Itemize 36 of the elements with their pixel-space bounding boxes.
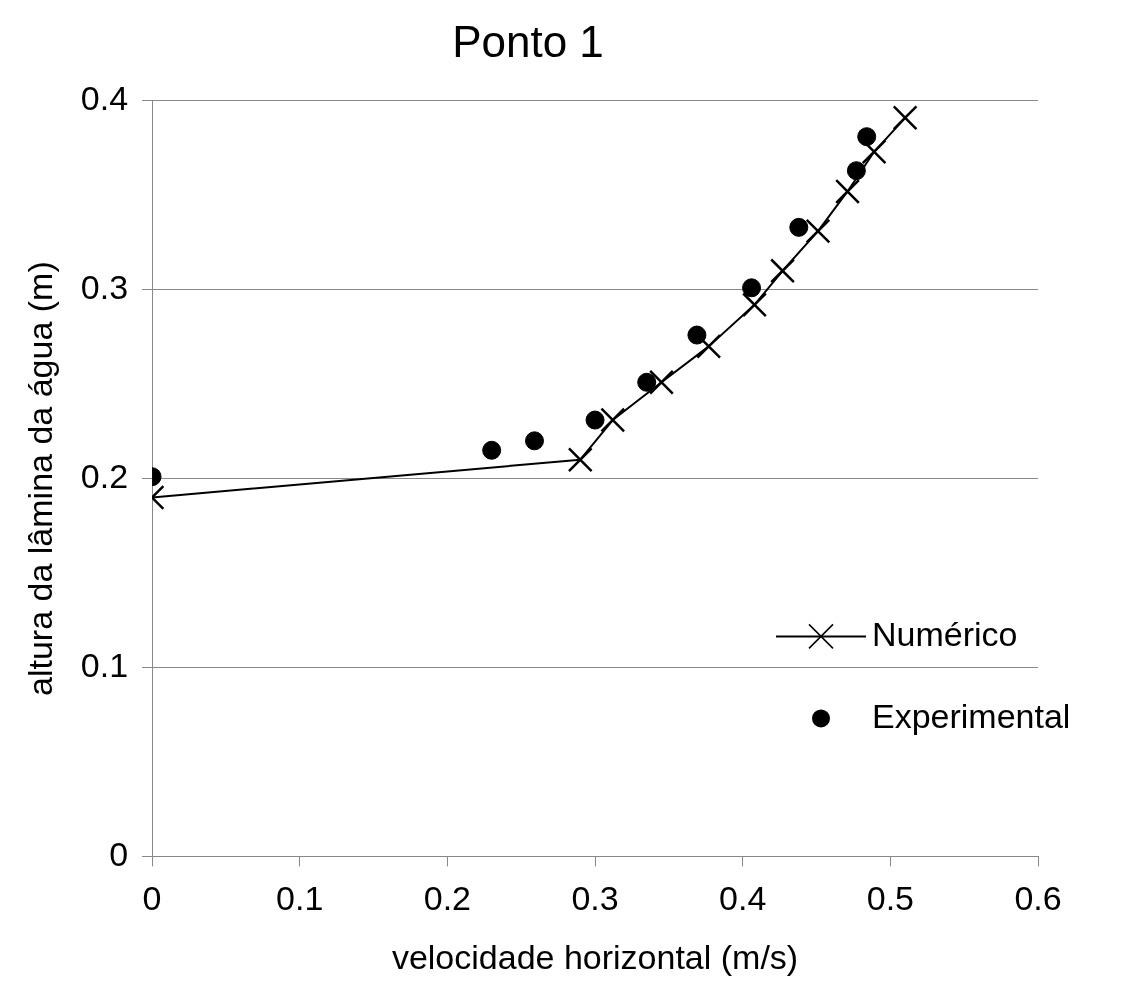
x-tick-label: 0.4 xyxy=(719,879,767,918)
point xyxy=(805,218,831,244)
x-tick-label: 0 xyxy=(142,879,162,918)
y-tick-label: 0.3 xyxy=(80,268,129,307)
point xyxy=(696,333,722,359)
point xyxy=(524,431,544,451)
chart-title: Ponto 1 xyxy=(452,16,604,66)
point xyxy=(892,105,918,131)
x-tick-label: 0.2 xyxy=(423,879,472,918)
y-tick-label: 0.2 xyxy=(80,456,129,495)
x-tick-label: 0.6 xyxy=(1014,879,1062,918)
point xyxy=(834,178,861,205)
point xyxy=(600,407,626,433)
legend-label: Numérico xyxy=(872,614,1018,653)
point xyxy=(687,325,707,345)
y-tick-label: 0 xyxy=(109,834,129,873)
point xyxy=(482,440,502,460)
point xyxy=(857,127,877,147)
point xyxy=(769,258,796,284)
y-axis-title: altura da lâmina da água (m) xyxy=(20,261,59,696)
legend-label: Experimental xyxy=(872,696,1071,735)
point xyxy=(861,139,887,165)
point xyxy=(846,161,866,181)
point xyxy=(741,292,768,318)
x-axis-title: velocidade horizontal (m/s) xyxy=(391,937,799,976)
y-tick-label: 0.1 xyxy=(80,645,129,684)
y-tick-label: 0.4 xyxy=(80,79,129,118)
x-tick-label: 0.3 xyxy=(571,879,619,918)
point xyxy=(648,369,675,395)
point xyxy=(637,372,657,392)
point xyxy=(585,410,605,430)
x-tick-label: 0.5 xyxy=(866,879,914,918)
point xyxy=(742,278,762,298)
point xyxy=(567,447,593,473)
point xyxy=(789,217,809,237)
x-tick-label: 0.1 xyxy=(276,879,324,918)
